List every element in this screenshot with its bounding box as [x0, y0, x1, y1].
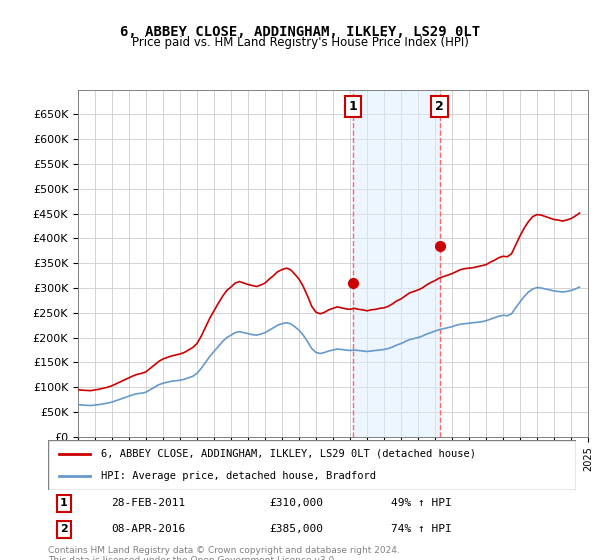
Text: 1: 1 [349, 100, 357, 113]
Text: HPI: Average price, detached house, Bradford: HPI: Average price, detached house, Brad… [101, 471, 376, 481]
FancyBboxPatch shape [48, 440, 576, 490]
Text: 1: 1 [60, 498, 68, 508]
Bar [353, 90, 440, 437]
Text: 49% ↑ HPI: 49% ↑ HPI [391, 498, 452, 508]
Text: 2: 2 [435, 100, 444, 113]
Text: 08-APR-2016: 08-APR-2016 [112, 525, 185, 534]
Text: Price paid vs. HM Land Registry's House Price Index (HPI): Price paid vs. HM Land Registry's House … [131, 36, 469, 49]
Text: 74% ↑ HPI: 74% ↑ HPI [391, 525, 452, 534]
Text: 6, ABBEY CLOSE, ADDINGHAM, ILKLEY, LS29 0LT: 6, ABBEY CLOSE, ADDINGHAM, ILKLEY, LS29 … [120, 25, 480, 39]
Text: £310,000: £310,000 [270, 498, 324, 508]
Text: Contains HM Land Registry data © Crown copyright and database right 2024.
This d: Contains HM Land Registry data © Crown c… [48, 546, 400, 560]
Text: £385,000: £385,000 [270, 525, 324, 534]
Text: 6, ABBEY CLOSE, ADDINGHAM, ILKLEY, LS29 0LT (detached house): 6, ABBEY CLOSE, ADDINGHAM, ILKLEY, LS29 … [101, 449, 476, 459]
Text: 28-FEB-2011: 28-FEB-2011 [112, 498, 185, 508]
Text: 2: 2 [60, 525, 68, 534]
